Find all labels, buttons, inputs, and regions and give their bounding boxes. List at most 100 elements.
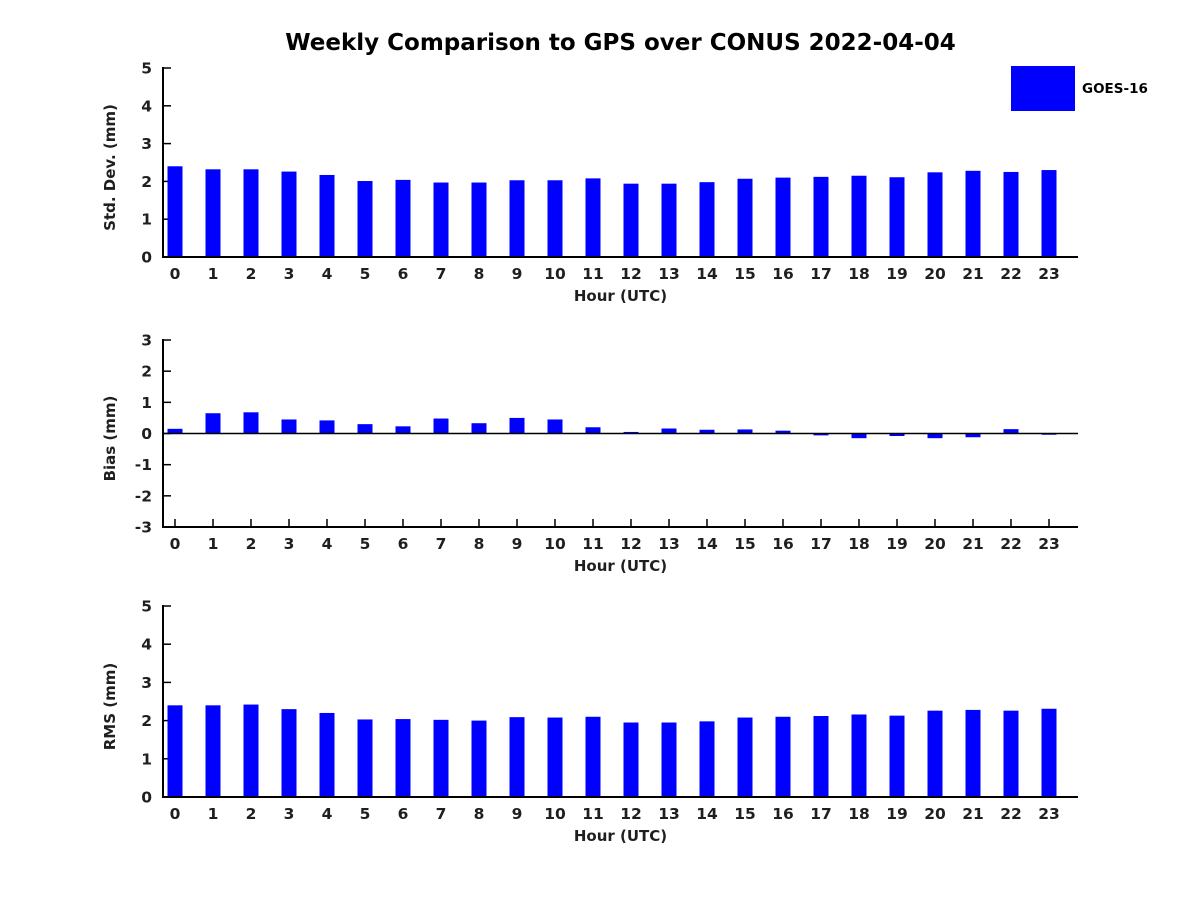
x-tick-label: 14	[696, 805, 718, 823]
x-tick-label: 11	[582, 265, 604, 283]
bar-hour-20	[927, 710, 943, 797]
x-tick-label: 12	[620, 535, 642, 553]
x-tick-label: 15	[734, 535, 756, 553]
bar-hour-2	[243, 169, 259, 257]
bar-hour-21	[965, 433, 981, 438]
x-tick-label: 18	[848, 265, 870, 283]
x-tick-label: 10	[544, 265, 566, 283]
page-title: Weekly Comparison to GPS over CONUS 2022…	[285, 30, 956, 56]
bar-hour-3	[281, 709, 297, 797]
x-tick-label: 20	[924, 535, 946, 553]
bar-hour-7	[433, 182, 449, 257]
x-tick-label: 23	[1038, 535, 1060, 553]
bar-hour-7	[433, 719, 449, 797]
bar-hour-1	[205, 413, 221, 434]
x-tick-label: 13	[658, 535, 680, 553]
x-axis-label: Hour (UTC)	[574, 827, 667, 845]
y-tick-label: -1	[135, 456, 152, 474]
bar-hour-0	[167, 705, 183, 797]
x-tick-label: 1	[208, 805, 219, 823]
bar-hour-2	[243, 704, 259, 797]
bar-hour-7	[433, 418, 449, 434]
y-tick-label: 2	[141, 712, 152, 730]
bar-hour-4	[319, 420, 335, 434]
y-axis-label: Std. Dev. (mm)	[101, 104, 119, 231]
x-tick-label: 12	[620, 265, 642, 283]
bar-hour-9	[509, 180, 525, 257]
bar-hour-6	[395, 426, 411, 434]
x-tick-label: 0	[170, 535, 181, 553]
bar-hour-10	[547, 180, 563, 257]
bar-hour-20	[927, 172, 943, 257]
y-axis-label: RMS (mm)	[101, 663, 119, 750]
x-tick-label: 16	[772, 805, 794, 823]
x-tick-label: 22	[1000, 265, 1022, 283]
x-tick-label: 16	[772, 265, 794, 283]
x-tick-label: 22	[1000, 535, 1022, 553]
legend-label: GOES-16	[1082, 80, 1148, 97]
bar-hour-14	[699, 721, 715, 797]
x-tick-label: 1	[208, 535, 219, 553]
bar-hour-5	[357, 181, 373, 257]
x-tick-label: 8	[474, 535, 485, 553]
x-tick-label: 21	[962, 535, 984, 553]
bar-hour-11	[585, 178, 601, 257]
x-tick-label: 5	[360, 535, 371, 553]
bar-hour-8	[471, 423, 487, 434]
x-tick-label: 6	[398, 265, 409, 283]
bar-hour-18	[851, 714, 867, 797]
x-tick-label: 11	[582, 535, 604, 553]
y-tick-label: 1	[141, 394, 152, 412]
bar-hour-12	[623, 183, 639, 257]
x-tick-label: 7	[436, 535, 447, 553]
x-tick-label: 19	[886, 805, 908, 823]
y-tick-label: 3	[141, 332, 152, 350]
x-tick-label: 15	[734, 805, 756, 823]
bar-hour-16	[775, 177, 791, 257]
x-tick-label: 2	[246, 265, 257, 283]
bar-hour-4	[319, 712, 335, 797]
y-tick-label: -3	[135, 519, 152, 537]
bar-hour-2	[243, 412, 259, 434]
x-tick-label: 12	[620, 805, 642, 823]
bar-hour-19	[889, 177, 905, 257]
bar-hour-22	[1003, 429, 1019, 434]
y-tick-label: 5	[141, 60, 152, 78]
x-tick-label: 6	[398, 805, 409, 823]
x-tick-label: 2	[246, 805, 257, 823]
bar-hour-9	[509, 717, 525, 797]
bar-hour-13	[661, 183, 677, 257]
bar-hour-8	[471, 720, 487, 797]
x-axis-label: Hour (UTC)	[574, 287, 667, 305]
legend: GOES-16	[1011, 66, 1148, 111]
bar-hour-5	[357, 424, 373, 434]
x-tick-label: 4	[322, 265, 333, 283]
bar-hour-17	[813, 433, 829, 436]
x-tick-label: 18	[848, 535, 870, 553]
x-tick-label: 10	[544, 535, 566, 553]
bar-hour-11	[585, 716, 601, 797]
x-tick-label: 11	[582, 805, 604, 823]
bar-hour-19	[889, 433, 905, 436]
y-tick-label: 4	[141, 97, 152, 115]
x-tick-label: 7	[436, 265, 447, 283]
bar-hour-12	[623, 722, 639, 797]
y-tick-label: 3	[141, 135, 152, 153]
y-tick-label: 0	[141, 425, 152, 443]
bar-hour-15	[737, 429, 753, 434]
y-tick-label: 0	[141, 789, 152, 807]
y-tick-label: 3	[141, 674, 152, 692]
x-tick-label: 21	[962, 805, 984, 823]
bar-hour-13	[661, 722, 677, 797]
x-tick-label: 13	[658, 805, 680, 823]
bar-hour-0	[167, 428, 183, 434]
x-tick-label: 5	[360, 805, 371, 823]
bar-hour-13	[661, 428, 677, 434]
x-tick-label: 13	[658, 265, 680, 283]
bar-hour-19	[889, 715, 905, 797]
bar-hour-18	[851, 175, 867, 257]
